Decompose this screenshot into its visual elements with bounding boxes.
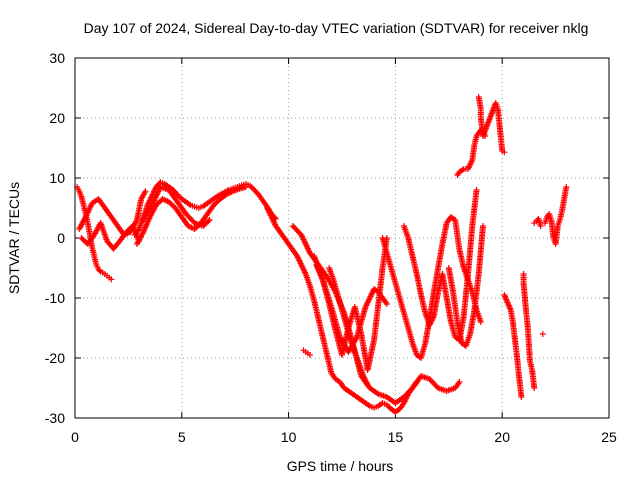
data-points <box>74 94 570 415</box>
y-tick-label: -20 <box>45 350 65 366</box>
data-point <box>531 385 538 391</box>
data-point <box>563 184 570 190</box>
data-point <box>473 187 480 193</box>
data-point <box>539 331 546 337</box>
data-point <box>479 223 486 229</box>
data-point <box>206 217 213 223</box>
x-axis-label: GPS time / hours <box>287 458 394 474</box>
x-tick-label: 5 <box>178 429 186 445</box>
data-point <box>242 184 249 190</box>
chart-title: Day 107 of 2024, Sidereal Day-to-day VTE… <box>84 20 589 36</box>
y-tick-label: 30 <box>49 50 65 66</box>
y-axis-label: SDTVAR / TECUs <box>6 182 22 294</box>
y-tick-label: 20 <box>49 110 65 126</box>
x-tick-label: 20 <box>494 429 510 445</box>
x-tick-label: 0 <box>71 429 79 445</box>
plot-frame <box>74 57 610 419</box>
axis-ticks: 0 5 10 15 20 25 -30 -20 -10 0 10 20 30 <box>45 50 617 445</box>
data-point <box>456 379 463 385</box>
data-point <box>518 394 525 400</box>
y-tick-label: -30 <box>45 410 65 426</box>
data-point <box>108 276 115 283</box>
data-point <box>477 319 484 325</box>
data-point <box>383 301 390 307</box>
y-tick-label: 10 <box>49 170 65 186</box>
data-point-fill <box>205 218 212 225</box>
data-point <box>537 223 544 229</box>
data-point <box>364 382 371 388</box>
x-tick-label: 25 <box>601 429 617 445</box>
y-tick-label: 0 <box>57 230 65 246</box>
data-point <box>142 188 149 195</box>
data-point <box>501 149 508 156</box>
y-tick-label: -10 <box>45 290 65 306</box>
data-point <box>306 352 313 358</box>
data-point-fill <box>96 267 103 274</box>
x-tick-label: 10 <box>281 429 297 445</box>
x-tick-label: 15 <box>388 429 404 445</box>
